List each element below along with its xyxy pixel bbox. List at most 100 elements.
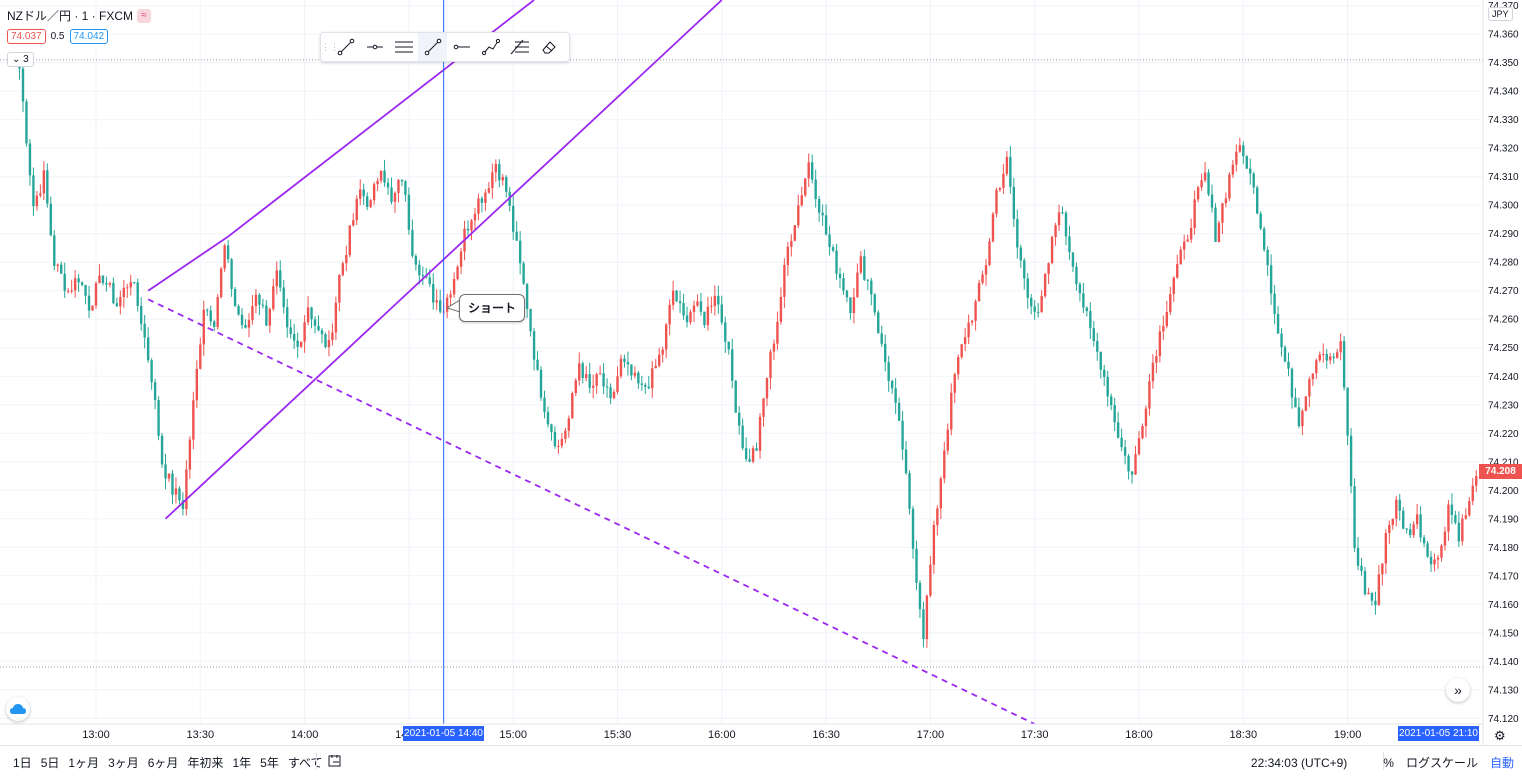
candle-body: [345, 255, 348, 264]
candle-body: [943, 450, 946, 479]
candle-body: [661, 349, 664, 355]
trend-line-tool[interactable]: [331, 33, 360, 61]
tradingview-logo[interactable]: [6, 697, 30, 721]
range-1y[interactable]: 1年: [232, 756, 252, 770]
candle-body: [1235, 151, 1238, 165]
candle-body: [112, 282, 115, 304]
range-all[interactable]: すべて: [287, 756, 323, 770]
y-tick-label: 74.330: [1488, 115, 1519, 126]
candle-body: [602, 373, 605, 387]
horizontal-ray-tool[interactable]: [360, 33, 389, 61]
candle-body: [487, 188, 491, 193]
scroll-to-realtime-button[interactable]: »: [1446, 678, 1470, 702]
candle-body: [164, 464, 167, 479]
gear-icon[interactable]: ⚙: [1494, 728, 1506, 743]
candle-body: [1471, 485, 1474, 502]
candle-body: [491, 172, 494, 189]
candle-body: [1325, 353, 1328, 361]
y-tick-label: 74.320: [1488, 144, 1519, 155]
candle-body: [1457, 522, 1461, 542]
range-5y[interactable]: 5年: [260, 756, 279, 770]
candle-body: [567, 418, 571, 431]
candle-body: [292, 334, 296, 341]
candle-body: [658, 354, 661, 366]
indicators-toggle[interactable]: ⌄ 3: [7, 52, 34, 67]
trend-line-tool-active[interactable]: [418, 33, 447, 61]
range-5d[interactable]: 5日: [40, 756, 60, 770]
candle-body: [178, 488, 181, 501]
candle-body: [199, 344, 202, 369]
candle-body: [598, 373, 602, 375]
candle-body: [219, 268, 223, 297]
candle-body: [1120, 437, 1123, 448]
candle-body: [310, 307, 313, 320]
candle-body: [181, 500, 185, 510]
candle-body: [1189, 227, 1193, 240]
eraser-tool[interactable]: [534, 33, 563, 61]
parallel-channel-tool[interactable]: [389, 33, 418, 61]
candle-body: [970, 320, 974, 323]
candle-body: [1012, 186, 1016, 220]
y-tick-label: 74.340: [1488, 87, 1519, 98]
range-1d[interactable]: 1日: [13, 756, 32, 770]
candle-body: [1165, 312, 1169, 327]
percent-toggle[interactable]: %: [1383, 755, 1394, 770]
candle-body: [1054, 225, 1057, 238]
range-ytd[interactable]: 年初来: [187, 756, 224, 770]
buy-price-button[interactable]: 74.042: [69, 29, 109, 44]
candle-body: [887, 362, 890, 381]
drag-handle-icon[interactable]: ⋮⋮: [321, 42, 339, 52]
candle-body: [1402, 510, 1405, 529]
candle-body: [1123, 447, 1127, 456]
candle-body: [1134, 454, 1137, 475]
candle-body: [383, 170, 386, 183]
trend-line-drawing[interactable]: [147, 298, 1036, 725]
goto-date-button[interactable]: [328, 754, 342, 771]
candle-body: [1287, 361, 1290, 369]
candle-body: [1172, 277, 1175, 295]
candle-body: [1224, 198, 1228, 204]
candle-body: [515, 231, 518, 241]
candle-body: [407, 194, 411, 230]
candle-body: [282, 287, 285, 308]
range-6m[interactable]: 6ヶ月: [147, 756, 179, 770]
price-chart[interactable]: 74.370 74.360 74.350 74.340 74.330 74.320 74.3…: [0, 0, 1522, 745]
range-3m[interactable]: 3ヶ月: [108, 756, 139, 770]
fib-retracement-tool[interactable]: [505, 33, 534, 61]
range-1m[interactable]: 1ヶ月: [68, 756, 100, 770]
y-tick-label: 74.240: [1488, 372, 1519, 383]
log-scale-toggle[interactable]: ログスケール: [1405, 756, 1478, 770]
candle-body: [727, 341, 730, 350]
clock[interactable]: 22:34:03 (UTC+9): [1250, 755, 1348, 770]
trend-line-drawing[interactable]: [147, 235, 229, 292]
candle-body: [734, 380, 737, 413]
wave-icon[interactable]: ≈: [137, 8, 151, 23]
candle-body: [981, 274, 984, 283]
horizontal-line-tool[interactable]: [447, 33, 476, 61]
x-tick-label: 16:30: [812, 729, 840, 741]
currency-label[interactable]: JPY: [1488, 7, 1513, 21]
candle-body: [289, 327, 292, 335]
symbol-title[interactable]: NZドル／円 · 1 · FXCM: [7, 9, 133, 23]
candle-body: [206, 309, 209, 311]
path-tool[interactable]: [476, 33, 505, 61]
candle-body: [1043, 273, 1047, 296]
candle-body: [1071, 252, 1075, 267]
candle-body: [557, 445, 560, 447]
divider: [1383, 752, 1384, 770]
candle-body: [856, 272, 859, 298]
candle-body: [706, 306, 710, 326]
candle-body: [1269, 265, 1273, 294]
candle-body: [1078, 284, 1082, 294]
candle-body: [150, 360, 153, 383]
candle-body: [1137, 438, 1141, 455]
candle-body: [1398, 499, 1401, 511]
sell-price-button[interactable]: 74.037: [7, 29, 46, 44]
price-quote-row: 74.037 0.5 74.042: [7, 29, 109, 44]
candle-body: [1203, 172, 1207, 181]
candle-body: [1454, 514, 1457, 523]
candle-body: [925, 595, 929, 640]
auto-scale-toggle[interactable]: 自動: [1489, 756, 1514, 770]
candle-body: [578, 363, 581, 381]
short-annotation[interactable]: ショート: [459, 294, 526, 322]
